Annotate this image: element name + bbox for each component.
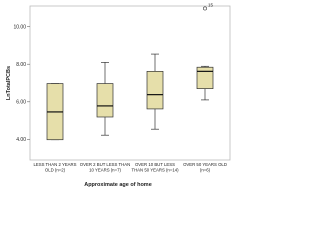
y-tick-label: 10.00 [13, 24, 26, 30]
x-tick-label: OVER 50 YEARS OLD (n=6) [183, 162, 227, 173]
chart: Approximate age of home LnTotalPCBs 4.00… [6, 2, 231, 188]
box-group [46, 83, 64, 141]
y-tick-label: 4.00 [16, 137, 26, 143]
x-tick-label: OVER 10 BUT LESS THAN 50 YEARS (n=14) [131, 162, 179, 173]
box [96, 83, 114, 118]
x-axis-title: Approximate age of home [84, 182, 152, 188]
y-axis-title: LnTotalPCBs [6, 66, 12, 100]
box [196, 66, 214, 89]
box-group [146, 53, 164, 130]
y-tick-label: 8.00 [16, 62, 26, 68]
box [146, 71, 164, 110]
outlier [203, 6, 207, 11]
box-group [196, 65, 214, 101]
x-tick-label: LESS THAN 2 YEARS OLD (n=2) [33, 162, 76, 173]
outlier-label: 15 [208, 2, 214, 7]
x-tick-label: OVER 2 BUT LESS THAN 10 YEARS (n=7) [80, 162, 130, 173]
y-tick-label: 6.00 [16, 100, 26, 106]
box-group [96, 61, 114, 136]
